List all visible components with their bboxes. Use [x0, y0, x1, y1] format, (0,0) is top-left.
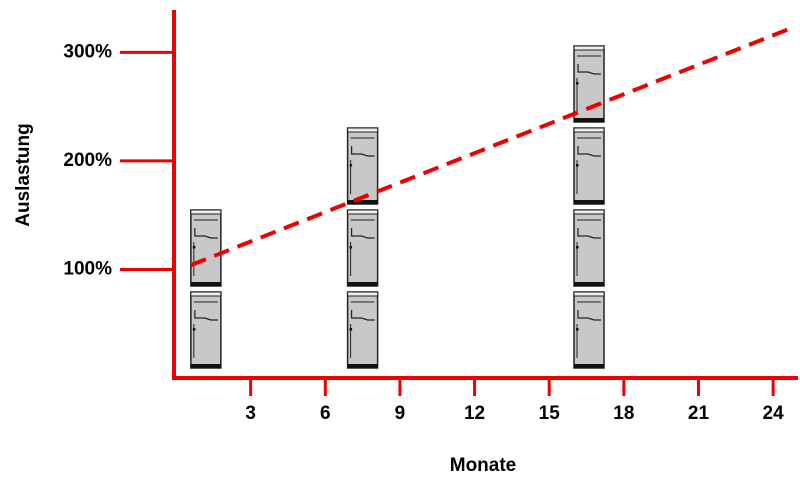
server-base [574, 364, 604, 368]
x-tick-label: 21 [688, 403, 710, 424]
server-button [350, 164, 353, 167]
server-base [191, 364, 221, 368]
y-tick-label: 300% [63, 41, 112, 62]
server-stack [191, 210, 221, 368]
server-stack [574, 46, 604, 368]
server-button [193, 328, 196, 331]
server-top [191, 210, 221, 214]
trend-line [191, 28, 791, 265]
server-base [348, 200, 378, 204]
server-top [191, 292, 221, 296]
server-top [348, 292, 378, 296]
x-axis-label: Monate [450, 455, 517, 476]
y-tick-label: 100% [63, 258, 112, 279]
server-button [350, 246, 353, 249]
server-stack [348, 128, 378, 368]
server-button [350, 328, 353, 331]
x-tick-label: 9 [395, 403, 406, 424]
server-top [574, 128, 604, 132]
server-top [348, 210, 378, 214]
x-tick-label: 12 [464, 403, 485, 424]
server-button [576, 246, 579, 249]
server-base [574, 118, 604, 122]
server-top [574, 292, 604, 296]
server-button [576, 328, 579, 331]
server-base [574, 282, 604, 286]
server-base [348, 282, 378, 286]
server-button [193, 246, 196, 249]
y-tick-label: 200% [63, 150, 112, 171]
x-tick-label: 18 [613, 403, 634, 424]
x-tick-label: 6 [320, 403, 331, 424]
server-base [348, 364, 378, 368]
x-tick-label: 15 [539, 403, 561, 424]
server-top [574, 210, 604, 214]
x-tick-label: 3 [245, 403, 256, 424]
chart: Monate Auslastung 100% 200% 300% 3 6 9 12 15 18 2… [0, 0, 800, 479]
server-base [191, 282, 221, 286]
server-button [576, 164, 579, 167]
server-top [574, 46, 604, 50]
server-base [574, 200, 604, 204]
y-axis-label: Auslastung [13, 123, 34, 226]
server-button [576, 82, 579, 85]
server-top [348, 128, 378, 132]
x-tick-label: 24 [763, 403, 785, 424]
